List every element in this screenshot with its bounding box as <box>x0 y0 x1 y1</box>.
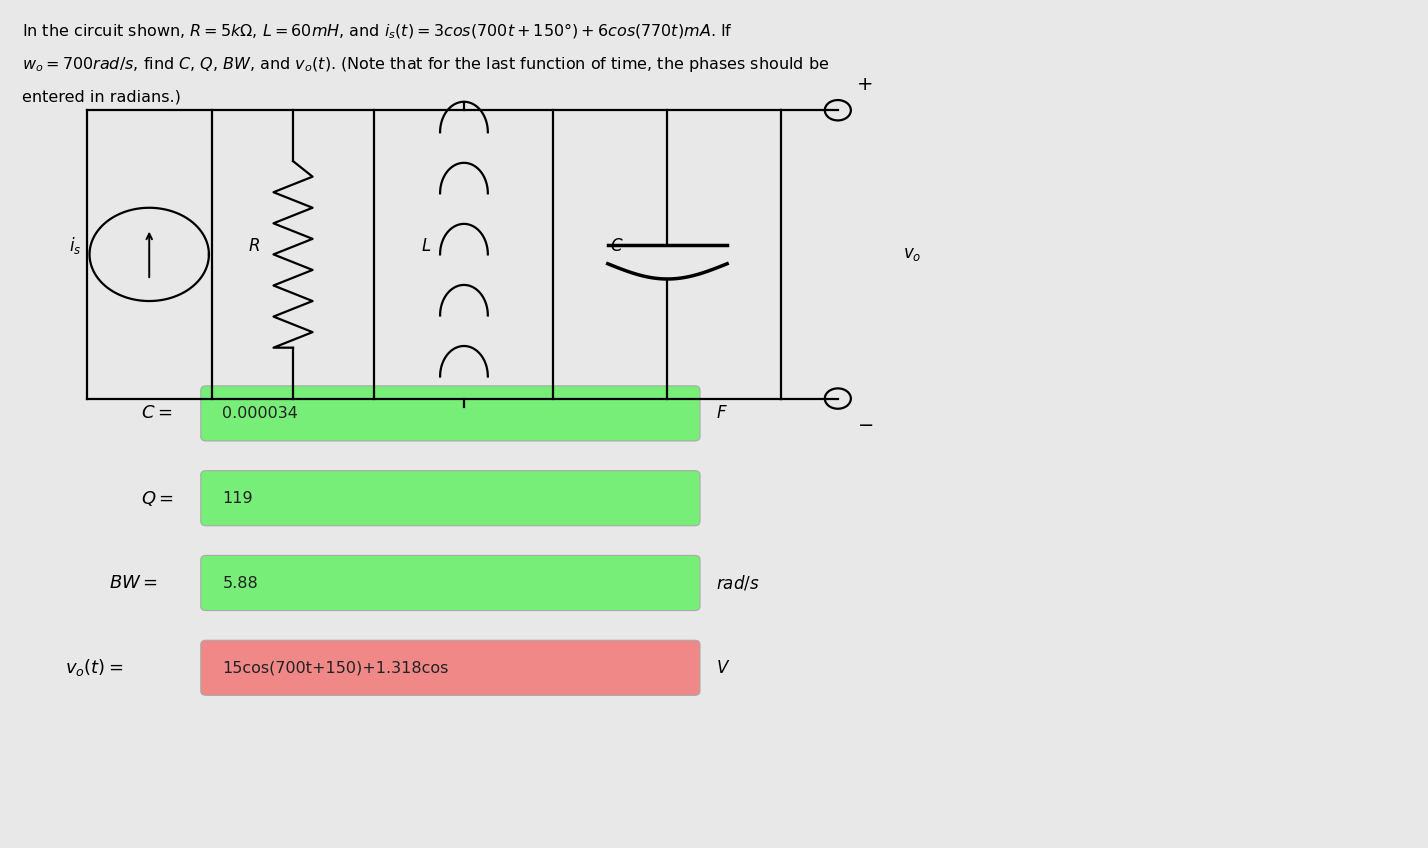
Text: $F$: $F$ <box>717 404 728 422</box>
Text: $C$: $C$ <box>611 237 624 255</box>
Text: $-$: $-$ <box>857 415 873 433</box>
Text: $BW =$: $BW =$ <box>109 574 157 592</box>
Text: $i_s$: $i_s$ <box>69 236 81 256</box>
Text: $Q =$: $Q =$ <box>141 488 174 508</box>
Text: 5.88: 5.88 <box>223 576 258 590</box>
Text: $rad/s$: $rad/s$ <box>717 573 760 593</box>
Text: $w_o = 700rad/s$, find $C$, $Q$, $BW$, and $v_o(t)$. (Note that for the last fun: $w_o = 700rad/s$, find $C$, $Q$, $BW$, a… <box>21 55 828 74</box>
FancyBboxPatch shape <box>201 640 700 695</box>
Text: $C =$: $C =$ <box>141 404 173 422</box>
FancyBboxPatch shape <box>201 555 700 611</box>
Text: 15cos(700t+150)+1.318cos: 15cos(700t+150)+1.318cos <box>223 661 448 675</box>
Text: $L$: $L$ <box>421 237 431 255</box>
Text: $v_o$: $v_o$ <box>902 245 921 264</box>
Text: $R$: $R$ <box>248 237 260 255</box>
FancyBboxPatch shape <box>201 471 700 526</box>
FancyBboxPatch shape <box>201 386 700 441</box>
Text: $v_o(t) =$: $v_o(t) =$ <box>66 657 124 678</box>
Text: 119: 119 <box>223 491 253 505</box>
Text: +: + <box>857 75 873 94</box>
Text: entered in radians.): entered in radians.) <box>21 89 180 104</box>
Text: In the circuit shown, $R = 5k\Omega$, $L = 60mH$, and $i_s(t) = 3cos(700t + 150\: In the circuit shown, $R = 5k\Omega$, $L… <box>21 21 733 41</box>
Text: $V$: $V$ <box>717 659 731 677</box>
Text: 0.000034: 0.000034 <box>223 406 298 421</box>
